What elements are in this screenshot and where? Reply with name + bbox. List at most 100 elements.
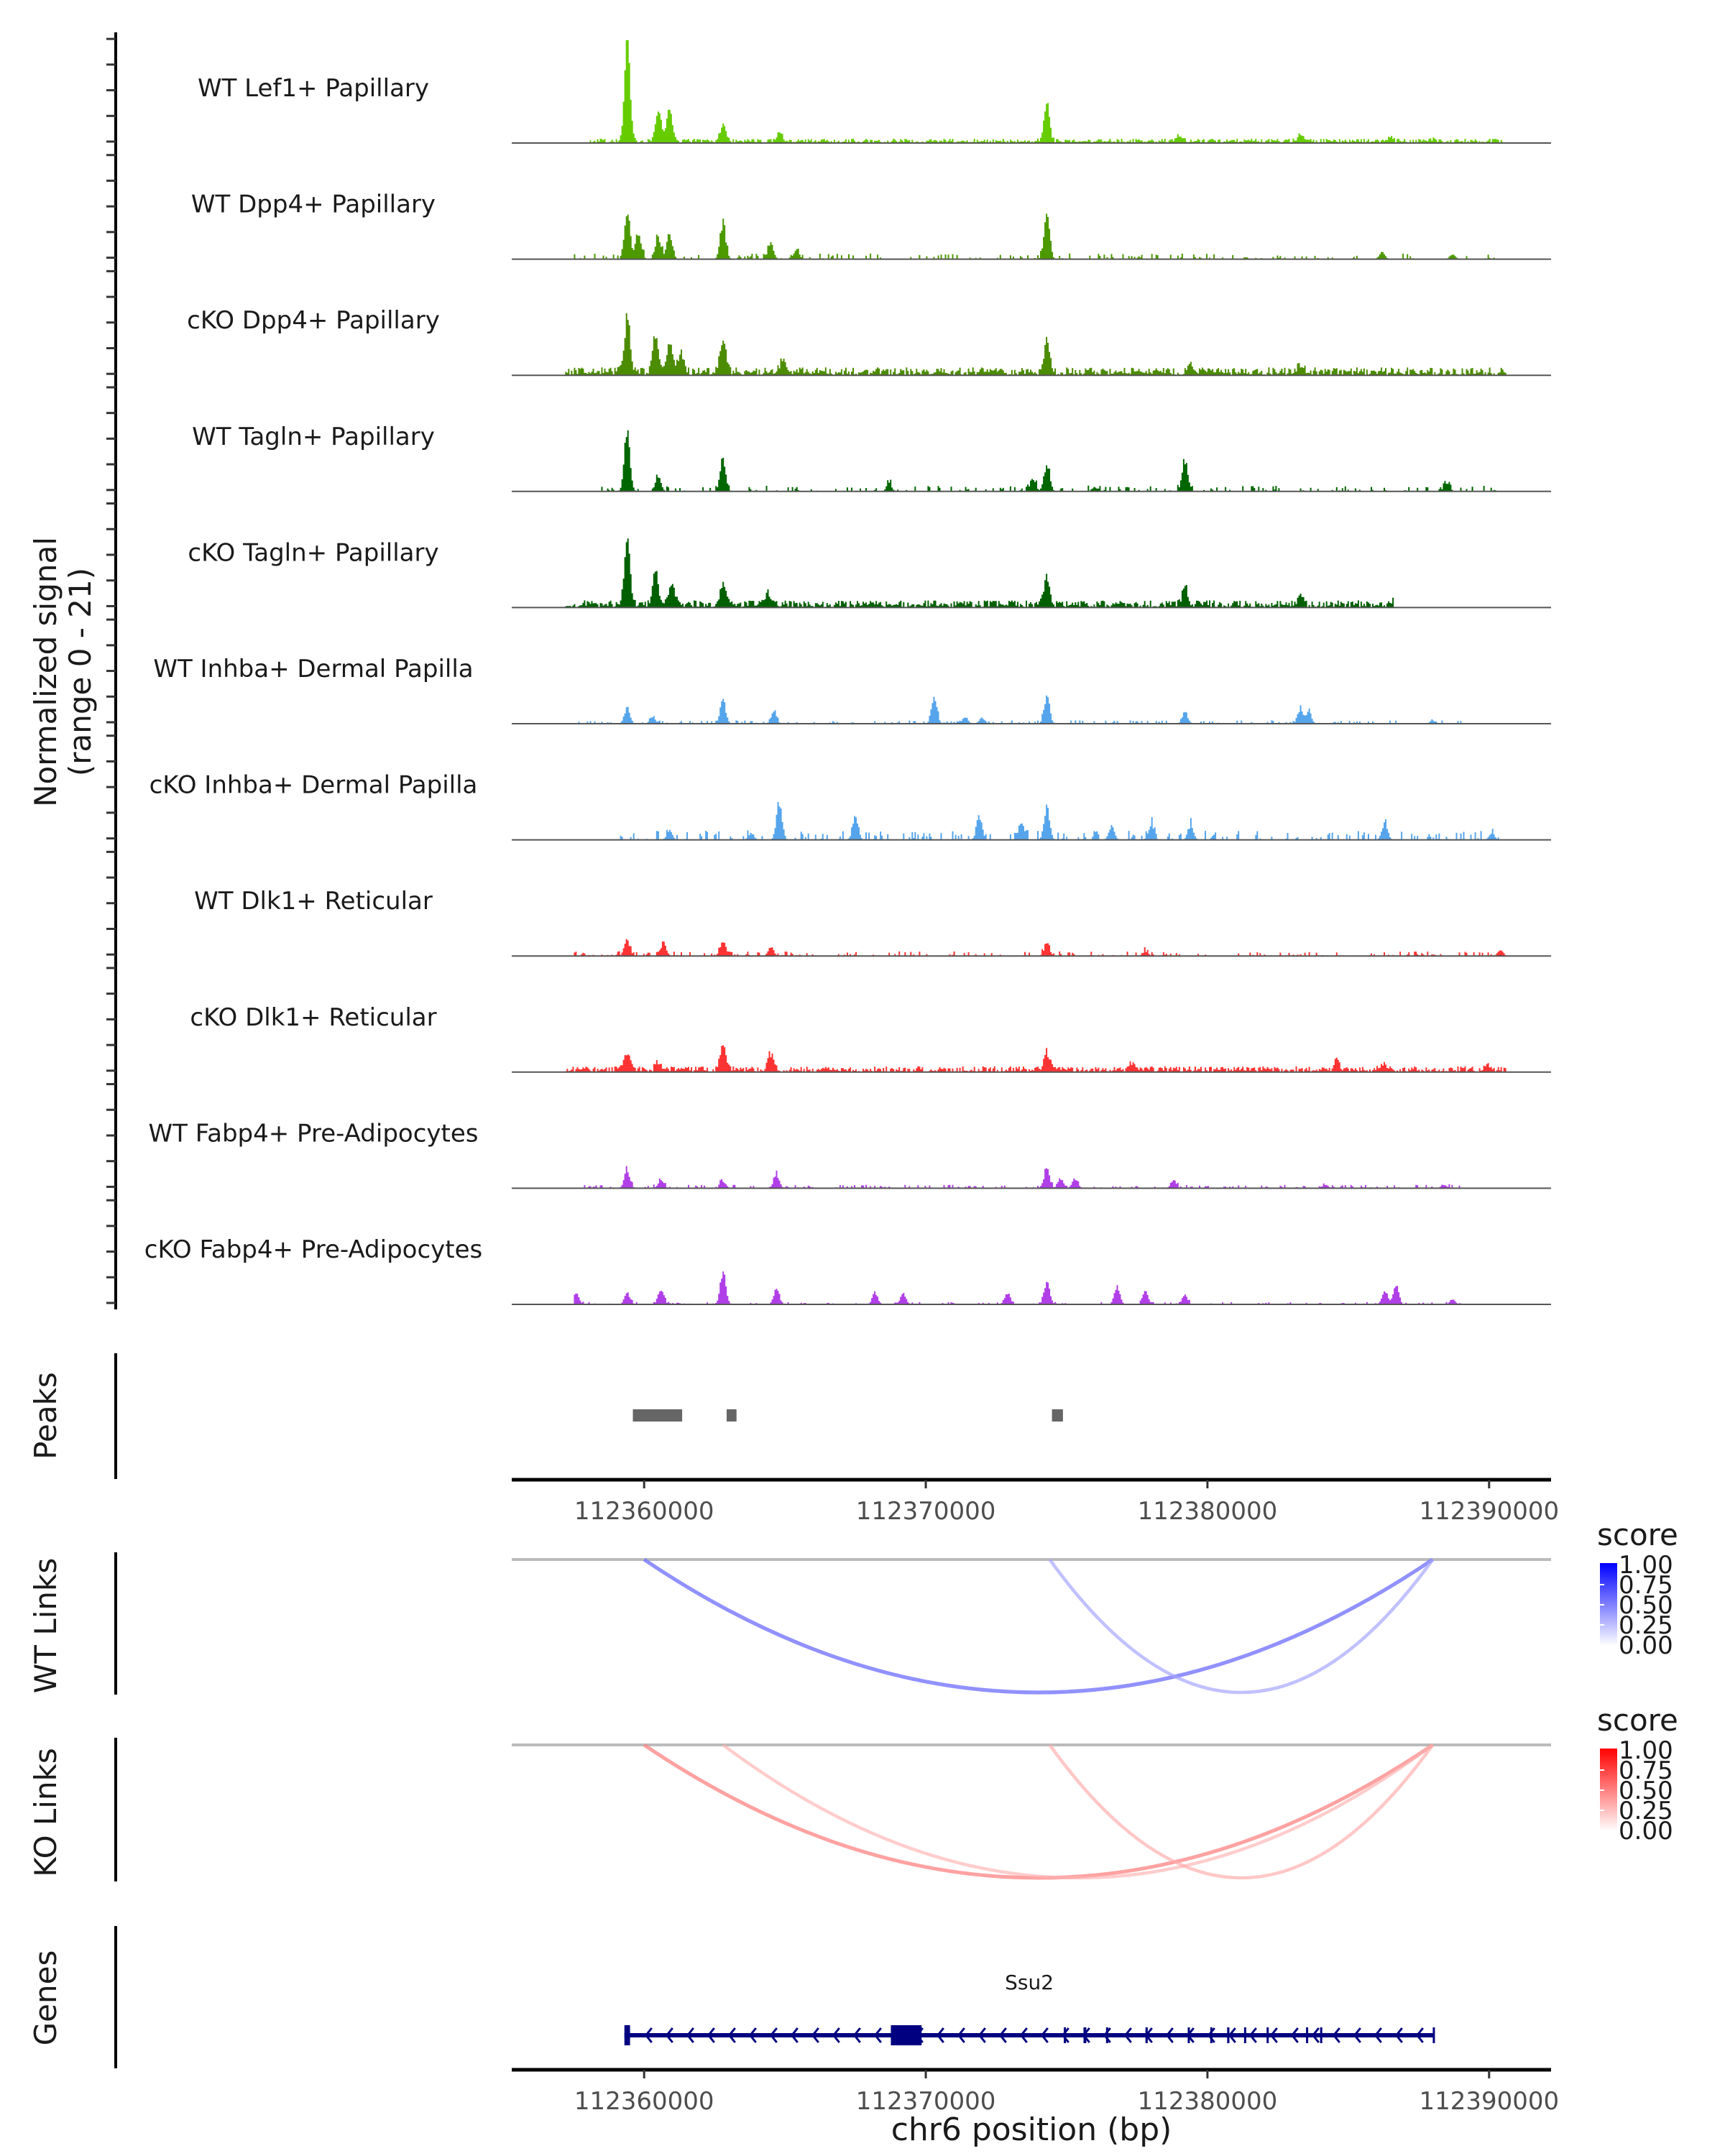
legend-title: score [1597, 1703, 1678, 1738]
strand-arrow [1165, 2027, 1174, 2043]
legend-tick-label: 0.25 [1619, 1611, 1673, 1640]
coverage-area [512, 538, 1551, 608]
coverage-area [512, 939, 1551, 957]
gene-exon [1064, 2027, 1067, 2043]
peak-region [632, 1409, 683, 1422]
legend-tick-label: 0.25 [1619, 1797, 1673, 1825]
strand-arrow [1040, 2027, 1049, 2043]
coverage-track: cKO Dlk1+ Reticular [190, 1003, 1551, 1073]
track-label: WT Fabp4+ Pre-Adipocytes [149, 1119, 479, 1148]
strand-arrow [1207, 2027, 1215, 2043]
link-arc [722, 1743, 1434, 1880]
coverage-area [512, 695, 1551, 724]
strand-arrow [832, 2027, 840, 2043]
x-axis-bottom: 112360000 112370000 112380000 112390000 [512, 2068, 1559, 2116]
gene-exon [1243, 2027, 1246, 2043]
strand-arrow [978, 2027, 986, 2043]
x-tick-label: 112360000 [574, 1497, 714, 1526]
x-tick-label: 112380000 [1138, 1497, 1278, 1526]
strand-arrow [811, 2027, 819, 2043]
legend-tick-label: 0.75 [1619, 1756, 1673, 1785]
gene-name: Ssu2 [1005, 1971, 1054, 1994]
peak-region [1052, 1409, 1063, 1422]
peaks-track [632, 1409, 1063, 1422]
wt-links-track [512, 1557, 1551, 1695]
strand-arrow [790, 2027, 799, 2043]
track-label: cKO Dlk1+ Reticular [190, 1003, 436, 1032]
strand-arrow [686, 2027, 694, 2043]
gene-exon [1083, 2027, 1087, 2043]
coverage-area [512, 802, 1551, 840]
strand-arrow [1019, 2027, 1028, 2043]
gene-exon [1266, 2027, 1269, 2043]
coverage-area [512, 1166, 1551, 1189]
strand-arrow [1248, 2027, 1257, 2043]
ko-links-track [512, 1743, 1551, 1880]
coverage-area [512, 1045, 1551, 1072]
strand-arrow [852, 2027, 861, 2043]
coverage-y-axis [106, 32, 117, 1309]
coverage-area [512, 213, 1551, 259]
track-label: cKO Inhba+ Dermal Papilla [150, 771, 478, 800]
gene-exon [1432, 2027, 1435, 2043]
gene-exon [891, 2025, 922, 2045]
x-axis-title: chr6 position (bp) [891, 2111, 1172, 2148]
strand-arrow [1290, 2027, 1299, 2043]
strand-arrow [1332, 2027, 1340, 2043]
gene-exon [1320, 2027, 1322, 2043]
gene-exon [1105, 2027, 1108, 2043]
legend-tick-label: 1.00 [1619, 1736, 1673, 1765]
coverage-track: WT Fabp4+ Pre-Adipocytes [149, 1119, 1551, 1189]
strand-arrow [1374, 2027, 1382, 2043]
strand-arrow [644, 2027, 653, 2043]
strand-arrow [1353, 2027, 1361, 2043]
gene-exon [624, 2025, 630, 2045]
wt-links-track-label: WT Links [28, 1558, 63, 1693]
x-tick-label: 112390000 [1419, 1497, 1559, 1526]
legend-tick-label: 0.75 [1619, 1571, 1673, 1600]
strand-arrow [1394, 2027, 1403, 2043]
strand-arrow [727, 2027, 736, 2043]
strand-arrow [1061, 2027, 1070, 2043]
track-label: WT Dlk1+ Reticular [194, 887, 433, 916]
coverage-track: WT Dpp4+ Papillary [191, 190, 1551, 260]
ko-links-track-label: KO Links [28, 1748, 63, 1877]
strand-arrow [998, 2027, 1007, 2043]
peak-region [726, 1409, 737, 1422]
strand-arrow [769, 2027, 778, 2043]
coverage-area [512, 313, 1551, 376]
legend-tick-label: 0.00 [1619, 1631, 1673, 1660]
track-label: WT Dpp4+ Papillary [191, 190, 436, 219]
peaks-track-label: Peaks [28, 1372, 63, 1460]
track-label: WT Lef1+ Papillary [198, 74, 429, 103]
coverage-track: WT Lef1+ Papillary [198, 40, 1551, 144]
coverage-area [512, 1271, 1551, 1304]
legend-tick-label: 0.50 [1619, 1591, 1673, 1620]
track-label: cKO Fabp4+ Pre-Adipocytes [144, 1235, 483, 1264]
track-label: cKO Dpp4+ Papillary [187, 306, 440, 335]
y-axis-label-line1: Normalized signal [28, 537, 63, 807]
coverage-track: WT Dlk1+ Reticular [194, 887, 1551, 957]
gene-exon [1210, 2027, 1213, 2043]
strand-arrow [665, 2027, 673, 2043]
x-tick-label: 112370000 [856, 2087, 996, 2116]
coverage-tracks: WT Lef1+ Papillary WT Dpp4+ Papillary cKO … [144, 40, 1551, 1305]
strand-arrow [873, 2027, 882, 2043]
legend-tick-label: 1.00 [1619, 1551, 1673, 1580]
coverage-track: WT Tagln+ Papillary [192, 423, 1551, 492]
strand-arrow [1123, 2027, 1132, 2043]
strand-arrow [1228, 2027, 1236, 2043]
gene-exon [1187, 2027, 1190, 2043]
coverage-track: cKO Dpp4+ Papillary [187, 306, 1551, 377]
x-tick-label: 112360000 [574, 2087, 714, 2116]
genes-track: Ssu2 [624, 1971, 1435, 2045]
legend-tick-label: 0.50 [1619, 1777, 1673, 1805]
genes-track-label: Genes [28, 1950, 63, 2046]
gene-exon [1145, 2027, 1148, 2043]
link-arc [1048, 1743, 1435, 1880]
legend-tick-label: 0.00 [1619, 1817, 1673, 1846]
coverage-track: cKO Fabp4+ Pre-Adipocytes [144, 1235, 1551, 1305]
gene-exon [1227, 2027, 1230, 2043]
